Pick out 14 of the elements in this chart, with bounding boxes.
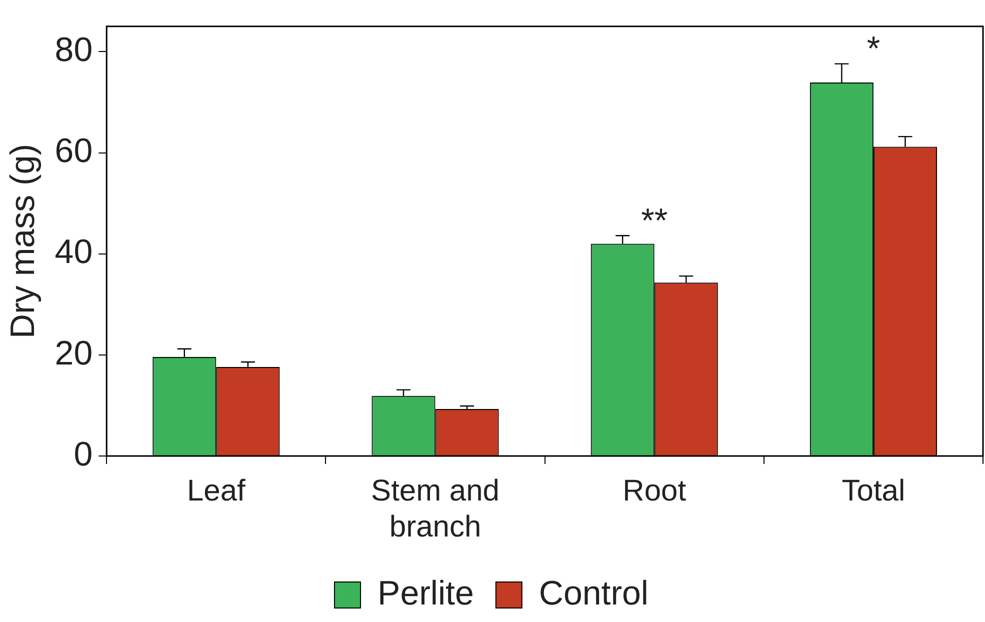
legend-label: Control [538, 574, 648, 612]
annotation: * [866, 30, 880, 68]
x-tick-label: Stem and branch [371, 474, 500, 544]
y-axis-title: Dry mass (g) [4, 144, 42, 338]
y-tick-label: 40 [54, 233, 93, 272]
legend-label: Perlite [378, 574, 474, 612]
x-tick-label: Leaf [186, 474, 246, 508]
y-tick-label: 20 [54, 334, 93, 372]
x-tick-label: Root [622, 474, 687, 508]
y-tick-label: 60 [54, 132, 93, 170]
y-tick-label: 0 [74, 435, 93, 474]
annotation: ** [641, 202, 668, 240]
y-tick-label: 80 [54, 31, 93, 70]
x-tick-label: Total [842, 474, 906, 508]
